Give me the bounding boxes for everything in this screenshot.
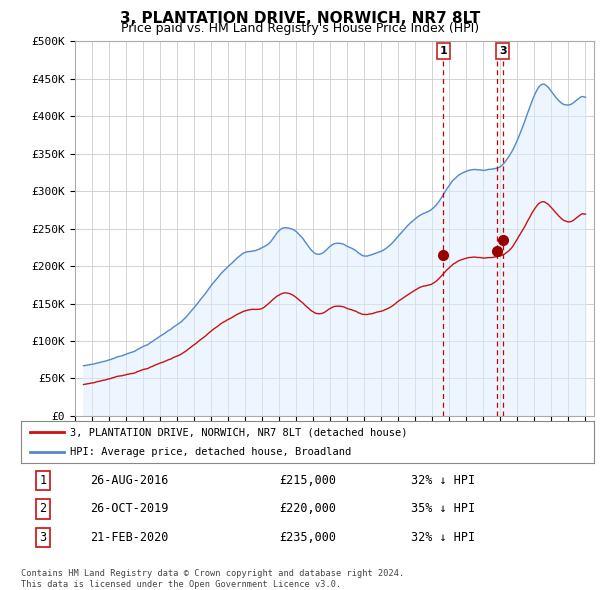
Text: £220,000: £220,000 <box>279 502 336 516</box>
Text: 21-FEB-2020: 21-FEB-2020 <box>90 531 168 544</box>
Text: 26-AUG-2016: 26-AUG-2016 <box>90 474 168 487</box>
Text: £215,000: £215,000 <box>279 474 336 487</box>
Text: HPI: Average price, detached house, Broadland: HPI: Average price, detached house, Broa… <box>70 447 351 457</box>
Text: 3, PLANTATION DRIVE, NORWICH, NR7 8LT (detached house): 3, PLANTATION DRIVE, NORWICH, NR7 8LT (d… <box>70 427 407 437</box>
Text: 1: 1 <box>440 46 447 56</box>
Text: 32% ↓ HPI: 32% ↓ HPI <box>410 474 475 487</box>
Text: Price paid vs. HM Land Registry's House Price Index (HPI): Price paid vs. HM Land Registry's House … <box>121 22 479 35</box>
Text: Contains HM Land Registry data © Crown copyright and database right 2024.
This d: Contains HM Land Registry data © Crown c… <box>21 569 404 589</box>
Text: 1: 1 <box>39 474 46 487</box>
Text: 3: 3 <box>499 46 506 56</box>
Text: £235,000: £235,000 <box>279 531 336 544</box>
Text: 2: 2 <box>39 502 46 516</box>
Text: 26-OCT-2019: 26-OCT-2019 <box>90 502 168 516</box>
Text: 3: 3 <box>39 531 46 544</box>
Text: 3, PLANTATION DRIVE, NORWICH, NR7 8LT: 3, PLANTATION DRIVE, NORWICH, NR7 8LT <box>120 11 480 25</box>
Text: 32% ↓ HPI: 32% ↓ HPI <box>410 531 475 544</box>
Text: 35% ↓ HPI: 35% ↓ HPI <box>410 502 475 516</box>
